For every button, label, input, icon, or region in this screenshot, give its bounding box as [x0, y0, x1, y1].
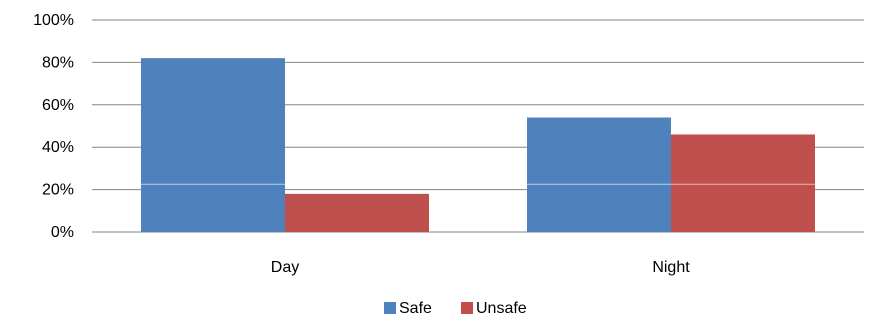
- y-tick-label: 100%: [33, 12, 74, 29]
- bar-unsafe-day: [285, 193, 429, 232]
- bars: [141, 58, 815, 232]
- x-category-label: Night: [652, 259, 690, 276]
- y-tick-label: 20%: [42, 182, 74, 199]
- bar-safe-night: [527, 117, 671, 232]
- y-tick-label: 60%: [42, 97, 74, 114]
- legend-label-safe: Safe: [399, 300, 432, 317]
- legend-label-unsafe: Unsafe: [476, 300, 527, 317]
- legend-swatch-unsafe: [461, 302, 473, 314]
- y-tick-label: 40%: [42, 139, 74, 156]
- bar-unsafe-night: [671, 134, 815, 232]
- y-tick-label: 80%: [42, 54, 74, 71]
- y-tick-label: 0%: [51, 224, 74, 241]
- bar-safe-day: [141, 58, 285, 232]
- legend-swatch-safe: [384, 302, 396, 314]
- x-axis-category-labels: Day Night: [271, 259, 690, 276]
- y-axis-tick-labels: 0% 20% 40% 60% 80% 100%: [33, 12, 74, 241]
- x-category-label: Day: [271, 259, 299, 276]
- legend: Safe Unsafe: [384, 300, 527, 317]
